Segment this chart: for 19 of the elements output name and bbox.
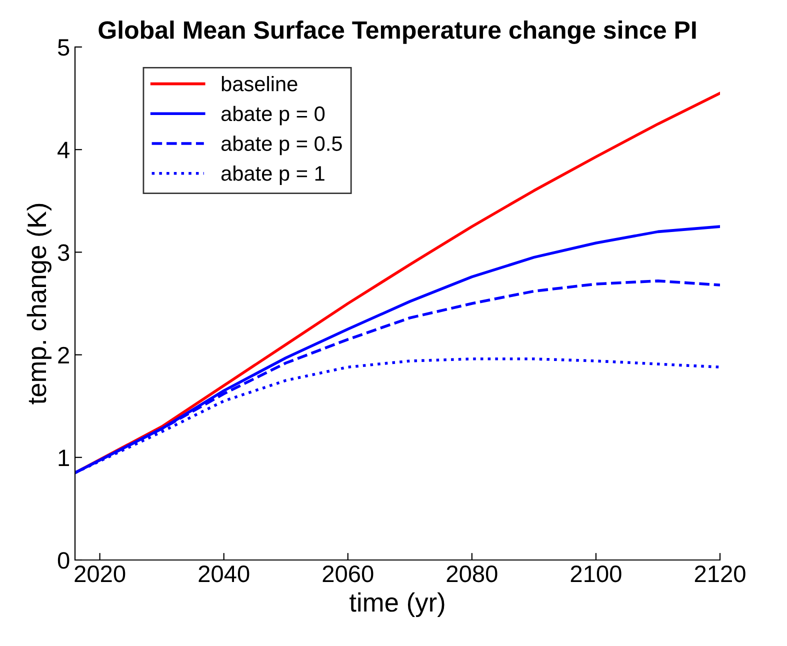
x-tick-label: 2020 bbox=[74, 565, 126, 582]
x-axis-title: time (yr) bbox=[350, 592, 444, 618]
y-tick-label: 1 bbox=[58, 450, 69, 466]
legend-label: abate p = 0 bbox=[221, 106, 325, 126]
x-tick-label: 2060 bbox=[322, 565, 374, 582]
chart-title: Global Mean Surface Temperature change since PI bbox=[98, 20, 696, 44]
y-tick-label: 2 bbox=[58, 346, 69, 364]
y-tick-label: 5 bbox=[58, 39, 70, 56]
y-tick-label: 0 bbox=[58, 552, 70, 569]
y-tick-label: 4 bbox=[58, 142, 70, 158]
y-tick-label: 3 bbox=[58, 244, 70, 261]
legend-label: baseline bbox=[222, 76, 298, 92]
y-axis-title: temp. change (K) bbox=[26, 204, 52, 404]
legend-label: abate p = 0.5 bbox=[221, 136, 342, 156]
x-tick-label: 2040 bbox=[198, 565, 250, 582]
x-tick-label: 2120 bbox=[694, 565, 746, 582]
legend-label: abate p = 1 bbox=[221, 166, 324, 185]
x-tick-label: 2100 bbox=[570, 565, 622, 582]
x-tick-label: 2080 bbox=[446, 565, 498, 582]
